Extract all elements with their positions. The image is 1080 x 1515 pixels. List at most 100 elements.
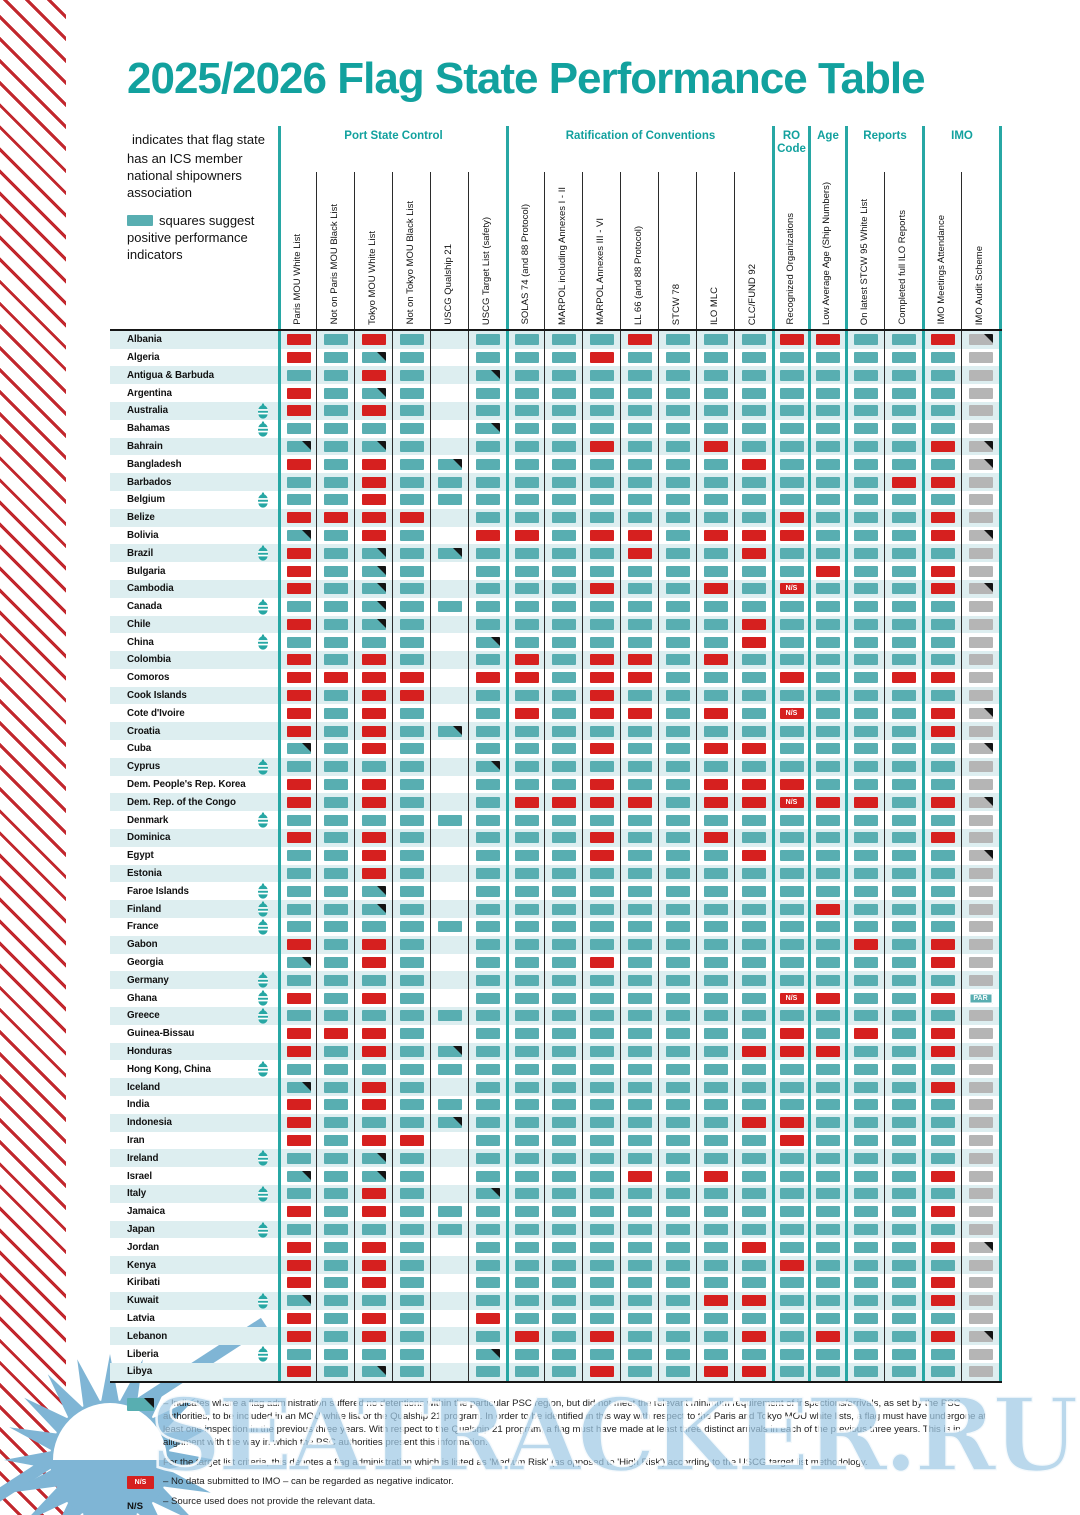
cell-positive <box>323 1206 348 1218</box>
cell-slot <box>430 579 468 598</box>
cell-slot <box>772 437 808 456</box>
cell-slot <box>696 1024 734 1043</box>
cell-positive <box>437 1206 462 1218</box>
cell-positive <box>779 974 804 986</box>
cell-negative <box>627 334 652 346</box>
cell-nodata-with-triangle <box>968 743 993 755</box>
cell-slot <box>430 1327 468 1346</box>
cell-positive <box>551 405 576 417</box>
cell-positive <box>514 334 539 346</box>
column-header: MARPOL including Annexes I - II <box>544 171 582 329</box>
cell-nodata <box>968 654 993 666</box>
cell-positive <box>589 1170 614 1182</box>
cell-positive <box>475 1295 500 1307</box>
cell-negative <box>551 796 576 808</box>
cell-positive <box>854 672 878 684</box>
cell-slot <box>772 1327 808 1346</box>
cell-positive <box>816 369 840 381</box>
cell-slot <box>922 722 961 741</box>
table-row: Bolivia <box>110 526 1002 545</box>
cell-negative <box>891 672 916 684</box>
cell-positive-with-triangle <box>475 761 500 773</box>
cell-slot <box>582 935 620 954</box>
country-label: Iran <box>110 1132 278 1150</box>
cell-slot <box>922 1078 961 1097</box>
cell-positive <box>551 1010 576 1022</box>
cell-positive <box>286 1348 311 1360</box>
cell-negative <box>399 672 424 684</box>
cell-slot <box>506 1291 544 1310</box>
cell-slot <box>845 1007 884 1025</box>
cell-positive <box>665 529 690 541</box>
column-header: Not on Paris MOU Black List <box>316 171 354 329</box>
cell-negative: N/S <box>779 707 804 719</box>
cell-slot <box>278 437 316 456</box>
cell-slot <box>582 1202 620 1221</box>
table-row: Egypt <box>110 846 1002 865</box>
cell-positive <box>665 1206 690 1218</box>
cell-positive <box>703 1081 728 1093</box>
cell-nodata <box>968 761 993 773</box>
cell-slot <box>354 1202 392 1221</box>
cell-positive <box>437 1099 462 1111</box>
cell-positive <box>551 387 576 399</box>
cell-positive <box>703 476 728 488</box>
footnote: For the target list criteria, this denot… <box>127 1456 999 1469</box>
cell-slot <box>734 1202 772 1221</box>
cell-positive <box>854 1277 878 1289</box>
cell-slot <box>506 882 544 901</box>
cell-positive <box>854 440 878 452</box>
cell-positive <box>816 618 840 630</box>
cell-positive <box>931 1366 955 1378</box>
footnote-triangle-icon <box>452 1046 462 1056</box>
cell-slot <box>884 348 922 367</box>
cell-slot <box>961 704 1002 723</box>
table-row: Brazil <box>110 544 1002 563</box>
ns-label: N/S <box>785 798 798 806</box>
cell-slot <box>808 1167 845 1185</box>
cell-positive <box>779 1312 804 1324</box>
ics-member-ship-icon <box>257 990 269 1009</box>
country-name: Estonia <box>127 868 162 880</box>
cell-negative <box>361 1259 386 1271</box>
teal-square-icon <box>127 215 153 227</box>
cell-negative <box>703 654 728 666</box>
cell-positive <box>741 1028 766 1040</box>
cell-positive <box>891 618 916 630</box>
cell-positive <box>286 636 311 648</box>
cell-slot <box>808 651 845 669</box>
cell-positive <box>551 440 576 452</box>
cell-slot <box>544 882 582 901</box>
cell-slot <box>696 953 734 972</box>
cell-positive <box>931 743 955 755</box>
cell-slot <box>884 544 922 563</box>
cell-slot <box>582 1060 620 1079</box>
table-row: Belgium <box>110 490 1002 509</box>
cell-negative <box>741 1366 766 1378</box>
cell-negative <box>514 796 539 808</box>
cell-positive <box>286 921 311 933</box>
cell-slot <box>922 1060 961 1079</box>
cell-positive <box>551 1206 576 1218</box>
legend-ship-item: indicates that flag state has an ICS mem… <box>127 132 272 202</box>
cell-slot <box>582 740 620 758</box>
cell-positive <box>514 351 539 363</box>
cell-positive <box>514 885 539 897</box>
country-label: Honduras <box>110 1043 278 1061</box>
cell-slot <box>620 704 658 723</box>
cell-positive <box>779 690 804 702</box>
cell-slot <box>392 579 430 598</box>
cell-slot <box>430 989 468 1008</box>
cell-nodata <box>968 921 993 933</box>
cell-positive <box>779 1188 804 1200</box>
cell-slot <box>772 882 808 901</box>
cell-positive <box>854 743 878 755</box>
cell-positive <box>854 476 878 488</box>
cell-slot <box>544 1362 582 1381</box>
cell-slot <box>884 793 922 812</box>
cell-positive <box>323 903 348 915</box>
cell-positive <box>361 1348 386 1360</box>
country-name: Belize <box>127 512 155 524</box>
cell-slot <box>772 544 808 563</box>
cell-positive <box>475 1117 500 1129</box>
